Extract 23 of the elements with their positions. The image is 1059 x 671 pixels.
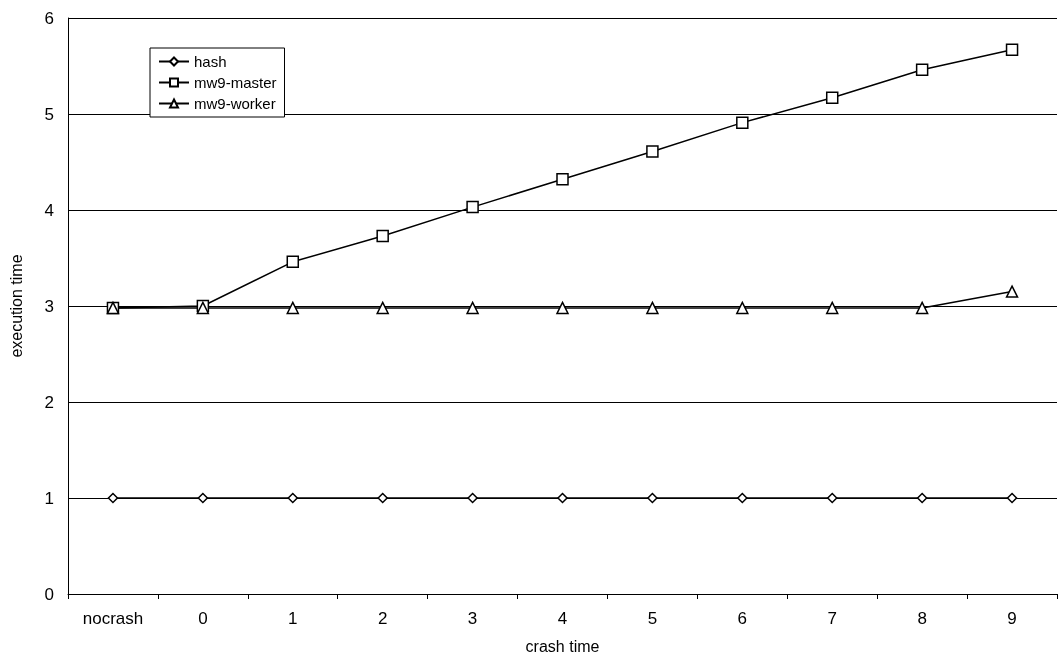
legend-label: hash <box>194 53 227 70</box>
y-tick-label: 3 <box>44 296 54 316</box>
y-tick-label: 4 <box>44 200 54 220</box>
x-axis-title: crash time <box>525 637 600 655</box>
x-tick-label: 3 <box>467 609 478 628</box>
x-tick-label: 4 <box>557 609 568 628</box>
x-tick-label: 7 <box>827 609 837 628</box>
x-tick-label: 1 <box>288 609 298 628</box>
legend-label: mw9-worker <box>194 95 276 112</box>
y-tick-label: 6 <box>44 8 54 28</box>
x-tick-label: nocrash <box>82 609 144 628</box>
y-tick-label: 0 <box>44 584 54 604</box>
y-tick-label: 2 <box>44 392 54 412</box>
x-tick-label: 5 <box>647 609 658 628</box>
x-tick-label: 2 <box>377 609 388 628</box>
x-tick-label: 9 <box>1007 609 1017 628</box>
x-tick-label: 6 <box>737 609 748 628</box>
legend-label: mw9-master <box>194 74 277 91</box>
x-tick-label: 0 <box>198 609 208 628</box>
y-tick-label: 5 <box>44 104 54 124</box>
y-tick-label: 1 <box>44 488 54 508</box>
x-tick-label: 8 <box>917 609 927 628</box>
y-axis-title: execution time <box>7 254 25 358</box>
